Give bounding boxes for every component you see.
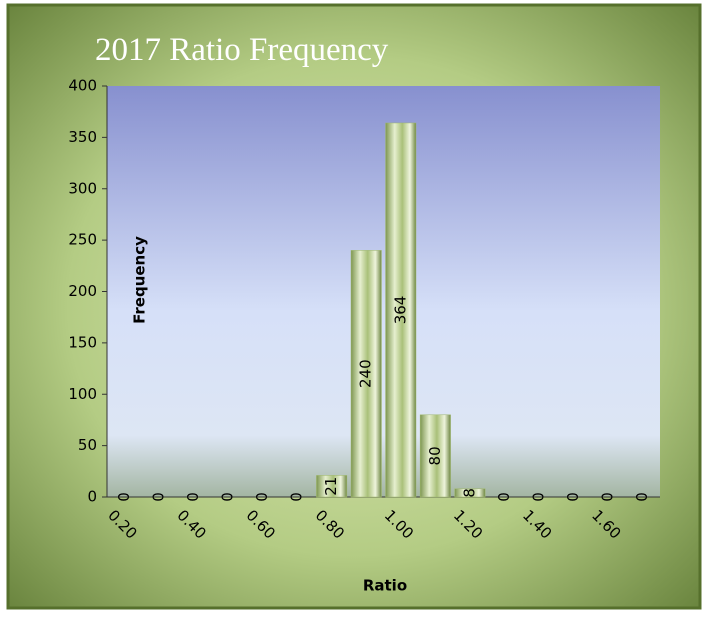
plot-area	[107, 86, 660, 497]
data-label: 240	[357, 359, 375, 388]
data-label: 8	[460, 488, 478, 498]
y-tick-label: 0	[87, 488, 97, 506]
data-label: 80	[426, 446, 444, 465]
y-tick-label: 350	[68, 128, 97, 146]
data-label: 0	[633, 492, 651, 502]
bar	[419, 414, 451, 498]
data-label: 21	[322, 477, 340, 496]
y-tick-label: 250	[68, 231, 97, 249]
y-tick-label: 150	[68, 333, 97, 351]
data-label: 0	[149, 492, 167, 502]
chart-title: 2017 Ratio Frequency	[95, 32, 389, 68]
data-label: 0	[530, 492, 548, 502]
data-label: 0	[253, 492, 271, 502]
y-tick-label: 200	[68, 282, 97, 300]
y-tick-label: 100	[68, 385, 97, 403]
y-tick-label: 50	[78, 436, 97, 454]
data-label: 0	[115, 492, 133, 502]
bar	[385, 122, 417, 498]
data-label: 364	[391, 296, 409, 325]
bar	[454, 488, 486, 498]
data-label: 0	[288, 492, 306, 502]
bar	[350, 250, 382, 498]
bar	[316, 475, 348, 498]
x-axis-title: Ratio	[363, 577, 407, 595]
y-axis-title: Frequency	[131, 236, 149, 324]
data-label: 0	[564, 492, 582, 502]
data-label: 0	[184, 492, 202, 502]
data-label: 0	[218, 492, 236, 502]
y-tick-label: 400	[68, 77, 97, 95]
data-label: 0	[495, 492, 513, 502]
y-tick-label: 300	[68, 179, 97, 197]
data-label: 0	[599, 492, 617, 502]
